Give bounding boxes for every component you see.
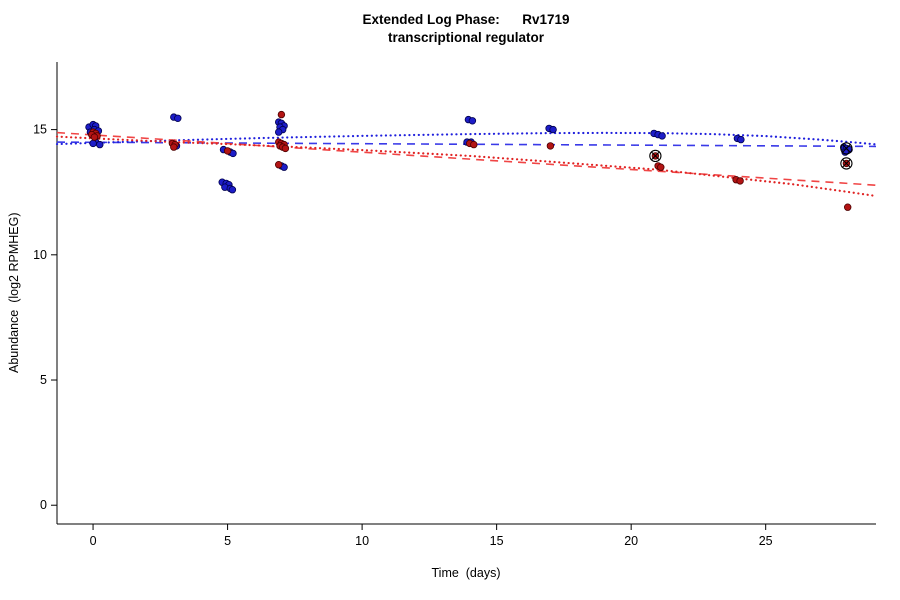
data-point-blue xyxy=(228,185,237,194)
data-point-blue xyxy=(737,135,745,144)
chart-title: Extended Log Phase: Rv1719 xyxy=(362,12,570,27)
x-tick-label: 15 xyxy=(490,534,504,548)
trendline-red-dashed xyxy=(56,131,877,186)
outlier-marker xyxy=(840,142,853,155)
data-point-red xyxy=(90,133,99,141)
x-tick-label: 20 xyxy=(624,534,638,548)
x-axis-label: Time (days) xyxy=(431,566,501,580)
outlier-marker xyxy=(649,149,662,163)
x-tick-label: 10 xyxy=(355,534,369,548)
data-point-red xyxy=(736,177,744,185)
chart-subtitle: transcriptional regulator xyxy=(387,30,545,45)
data-point-red xyxy=(844,203,852,211)
y-tick-label: 15 xyxy=(33,123,47,137)
y-tick-label: 0 xyxy=(40,498,47,512)
data-point-red xyxy=(546,142,555,150)
series-red-points xyxy=(87,110,852,211)
data-point-blue xyxy=(658,132,666,140)
data-point-red xyxy=(170,143,178,151)
data-point-red xyxy=(277,110,286,119)
trendline-blue-dotted xyxy=(55,131,878,146)
data-point-blue xyxy=(96,140,104,149)
data-point-blue xyxy=(468,117,477,125)
x-tick-label: 0 xyxy=(90,534,97,548)
y-tick-label: 5 xyxy=(40,373,47,387)
data-point-red xyxy=(275,160,283,169)
axes xyxy=(51,62,876,530)
data-point-blue xyxy=(174,114,182,122)
x-tick-label: 5 xyxy=(224,534,231,548)
data-point-red xyxy=(281,144,290,153)
data-point-red xyxy=(223,147,232,155)
x-tick-label: 25 xyxy=(759,534,773,548)
data-point-red xyxy=(470,140,478,149)
y-tick-label: 10 xyxy=(33,248,47,262)
data-point-blue xyxy=(549,125,557,134)
data-point-blue xyxy=(89,139,97,148)
data-point-red xyxy=(657,163,665,171)
data-point-blue xyxy=(275,128,283,136)
outlier-marker xyxy=(840,157,853,170)
